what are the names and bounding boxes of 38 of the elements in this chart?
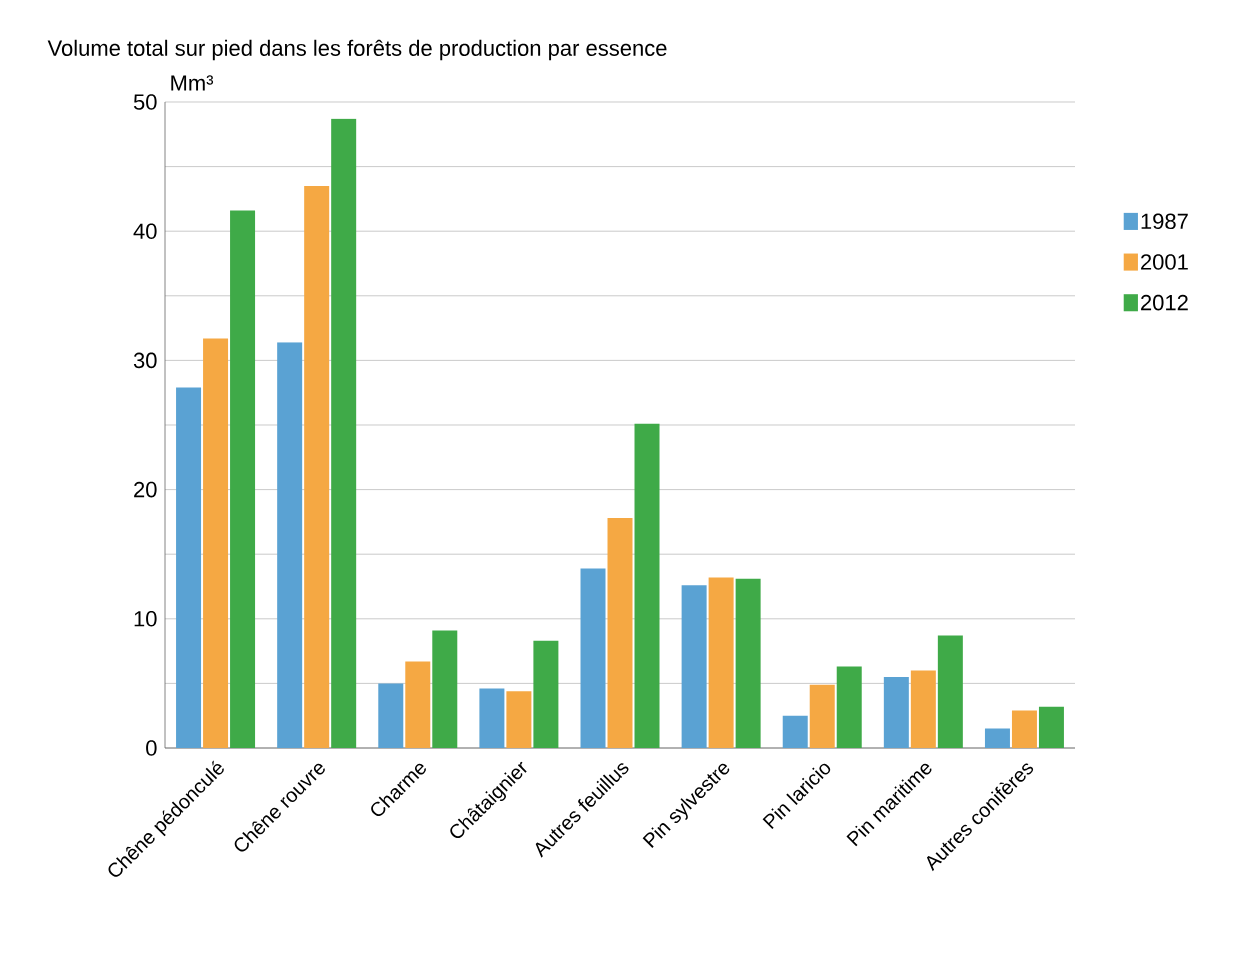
bar xyxy=(984,728,1010,748)
bar xyxy=(580,568,606,748)
bar xyxy=(479,688,505,748)
bar xyxy=(681,585,707,748)
bar xyxy=(735,578,761,748)
bar xyxy=(176,387,202,748)
bar xyxy=(378,683,404,748)
legend-label: 2012 xyxy=(1141,294,1188,311)
y-tick-label: 40 xyxy=(133,223,157,239)
bar xyxy=(533,640,559,748)
bar xyxy=(836,666,862,748)
legend-label: 2001 xyxy=(1141,254,1188,270)
legend-label: 1987 xyxy=(1141,213,1188,230)
bar xyxy=(883,676,909,748)
y-tick-label: 20 xyxy=(134,481,157,498)
bar xyxy=(230,210,256,748)
bar xyxy=(405,661,431,748)
bar xyxy=(506,691,532,748)
bar xyxy=(910,670,936,748)
bar xyxy=(937,635,963,748)
bar xyxy=(304,185,330,748)
bar xyxy=(1038,706,1064,748)
y-tick-label: 10 xyxy=(134,611,157,627)
chart-title: Volume total sur pied dans les forêts de production par essence xyxy=(47,39,667,61)
bar xyxy=(809,684,835,748)
bar xyxy=(634,423,660,748)
bar xyxy=(277,342,303,748)
bar xyxy=(432,630,458,748)
bar xyxy=(782,715,808,748)
bar xyxy=(708,577,734,748)
y-tick-label: 0 xyxy=(146,740,157,756)
y-axis-title: Mm³ xyxy=(171,75,214,91)
bar xyxy=(607,518,633,748)
y-tick-label: 50 xyxy=(133,94,157,110)
bar xyxy=(331,118,357,748)
y-tick-label: 30 xyxy=(133,352,157,369)
bar xyxy=(1011,710,1037,748)
bar xyxy=(203,338,229,748)
